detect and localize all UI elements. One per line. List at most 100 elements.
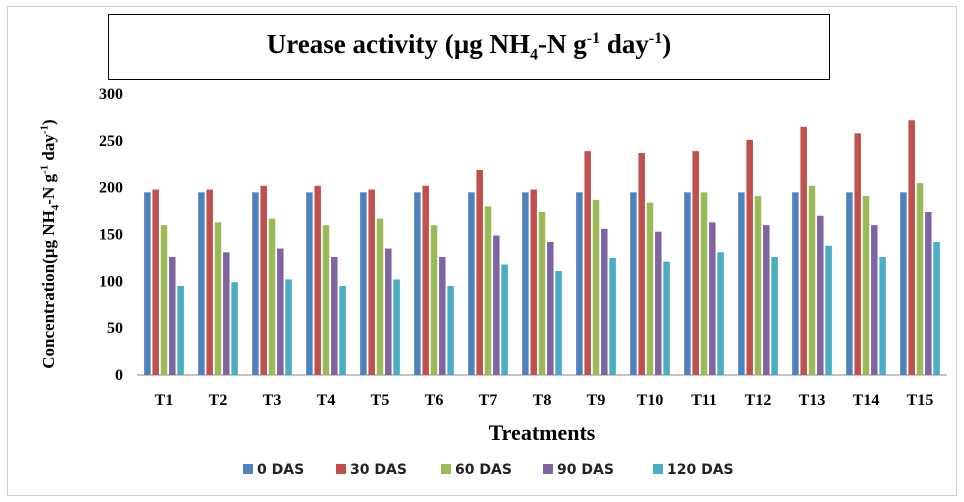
bar-t14-0-das bbox=[846, 192, 853, 375]
legend-swatch-30-das bbox=[336, 464, 346, 474]
bar-t15-60-das bbox=[916, 182, 924, 375]
legend-swatch-120-das bbox=[653, 464, 663, 474]
chart-frame bbox=[7, 6, 957, 496]
bar-t10-90-das bbox=[655, 231, 662, 375]
bar-t13-60-das bbox=[808, 185, 816, 375]
bar-t12-0-das bbox=[738, 192, 745, 375]
bar-t1-90-das bbox=[169, 256, 176, 375]
bar-t12-30-das bbox=[746, 139, 753, 375]
bar-t2-0-das bbox=[198, 192, 205, 375]
bar-t11-120-das bbox=[717, 252, 724, 375]
x-tick-label: T10 bbox=[637, 392, 664, 409]
bar-t13-120-das bbox=[825, 245, 832, 375]
y-tick-label: 150 bbox=[99, 227, 123, 244]
bar-t8-120-das bbox=[555, 271, 562, 375]
bar-t14-120-das bbox=[879, 256, 886, 375]
x-tick-label: T6 bbox=[425, 392, 444, 409]
bar-t9-90-das bbox=[601, 228, 608, 375]
bar-t6-30-das bbox=[422, 185, 429, 375]
bar-t1-0-das bbox=[144, 192, 151, 375]
bar-t14-90-das bbox=[871, 225, 878, 375]
x-tick-label: T15 bbox=[907, 392, 934, 409]
bar-t13-30-das bbox=[800, 126, 807, 376]
legend-label-60-das: 60 DAS bbox=[455, 462, 512, 478]
bar-t5-0-das bbox=[360, 192, 367, 375]
bar-t6-120-das bbox=[447, 286, 454, 375]
bar-t13-90-das bbox=[817, 215, 824, 375]
bar-t12-90-das bbox=[763, 225, 770, 375]
bar-t15-0-das bbox=[900, 192, 907, 375]
y-tick-label: 100 bbox=[99, 273, 123, 290]
y-tick-label: 200 bbox=[99, 180, 123, 197]
bar-t10-0-das bbox=[630, 192, 637, 375]
bar-t5-120-das bbox=[393, 279, 400, 375]
bar-t11-0-das bbox=[684, 192, 691, 375]
bar-t3-90-das bbox=[277, 248, 284, 375]
x-tick-label: T5 bbox=[371, 392, 390, 409]
x-tick-label: T11 bbox=[691, 392, 717, 409]
x-tick-label: T8 bbox=[533, 392, 552, 409]
legend-swatch-90-das bbox=[543, 464, 553, 474]
bar-t5-60-das bbox=[376, 218, 384, 375]
bar-t6-90-das bbox=[439, 256, 446, 375]
bar-t5-90-das bbox=[385, 248, 392, 375]
bar-t9-120-das bbox=[609, 257, 616, 375]
bar-t8-30-das bbox=[530, 189, 537, 375]
y-tick-label: 300 bbox=[99, 86, 123, 103]
legend-label-30-das: 30 DAS bbox=[350, 462, 407, 478]
x-axis-title: Treatments bbox=[489, 420, 596, 445]
y-tick-label: 0 bbox=[115, 367, 123, 384]
bar-t14-60-das bbox=[862, 196, 870, 375]
bar-t4-120-das bbox=[339, 286, 346, 375]
bar-t1-120-das bbox=[177, 286, 184, 375]
bar-t4-60-das bbox=[322, 225, 330, 375]
bar-t7-0-das bbox=[468, 192, 475, 375]
bar-t12-60-das bbox=[754, 196, 762, 375]
bar-t2-30-das bbox=[206, 189, 213, 375]
bar-t13-0-das bbox=[792, 192, 799, 375]
bar-t1-30-das bbox=[152, 189, 159, 375]
bar-t10-120-das bbox=[663, 261, 670, 375]
bar-t8-90-das bbox=[547, 241, 554, 375]
bar-t1-60-das bbox=[160, 225, 168, 375]
chart-title-box: Urease activity (µg NH4-N g-1 day-1) bbox=[108, 14, 830, 80]
bar-t3-30-das bbox=[260, 185, 267, 375]
legend-label-120-das: 120 DAS bbox=[667, 462, 734, 478]
bar-t3-120-das bbox=[285, 279, 292, 375]
x-tick-label: T3 bbox=[263, 392, 282, 409]
bar-t7-60-das bbox=[484, 206, 492, 375]
bar-t2-120-das bbox=[231, 282, 238, 375]
legend-swatch-60-das bbox=[441, 464, 451, 474]
bar-t11-60-das bbox=[700, 192, 708, 375]
x-tick-label: T7 bbox=[479, 392, 498, 409]
x-tick-label: T2 bbox=[209, 392, 228, 409]
y-tick-label: 250 bbox=[99, 133, 123, 150]
bar-t8-60-das bbox=[538, 212, 546, 375]
x-tick-label: T4 bbox=[317, 392, 336, 409]
bar-t11-90-das bbox=[709, 222, 716, 375]
y-tick-label: 50 bbox=[107, 320, 123, 337]
x-tick-label: T13 bbox=[799, 392, 826, 409]
bar-t9-30-das bbox=[584, 151, 591, 375]
bar-t11-30-das bbox=[692, 151, 699, 375]
x-tick-label: T14 bbox=[853, 392, 880, 409]
bar-t5-30-das bbox=[368, 189, 375, 375]
bar-t10-60-das bbox=[646, 202, 654, 375]
bar-t12-120-das bbox=[771, 256, 778, 375]
bar-t2-90-das bbox=[223, 252, 230, 375]
bar-t4-0-das bbox=[306, 192, 313, 375]
bar-t2-60-das bbox=[214, 222, 222, 375]
bar-t4-90-das bbox=[331, 256, 338, 375]
bar-t15-90-das bbox=[925, 212, 932, 375]
bar-t9-0-das bbox=[576, 192, 583, 375]
bar-t9-60-das bbox=[592, 199, 600, 375]
x-tick-label: T9 bbox=[587, 392, 606, 409]
bar-t7-120-das bbox=[501, 264, 508, 375]
legend-label-0-das: 0 DAS bbox=[257, 462, 304, 478]
bar-t15-120-das bbox=[933, 241, 940, 375]
bar-t6-60-das bbox=[430, 225, 438, 375]
bar-t7-30-das bbox=[476, 169, 483, 375]
bar-t8-0-das bbox=[522, 192, 529, 375]
legend-label-90-das: 90 DAS bbox=[557, 462, 614, 478]
